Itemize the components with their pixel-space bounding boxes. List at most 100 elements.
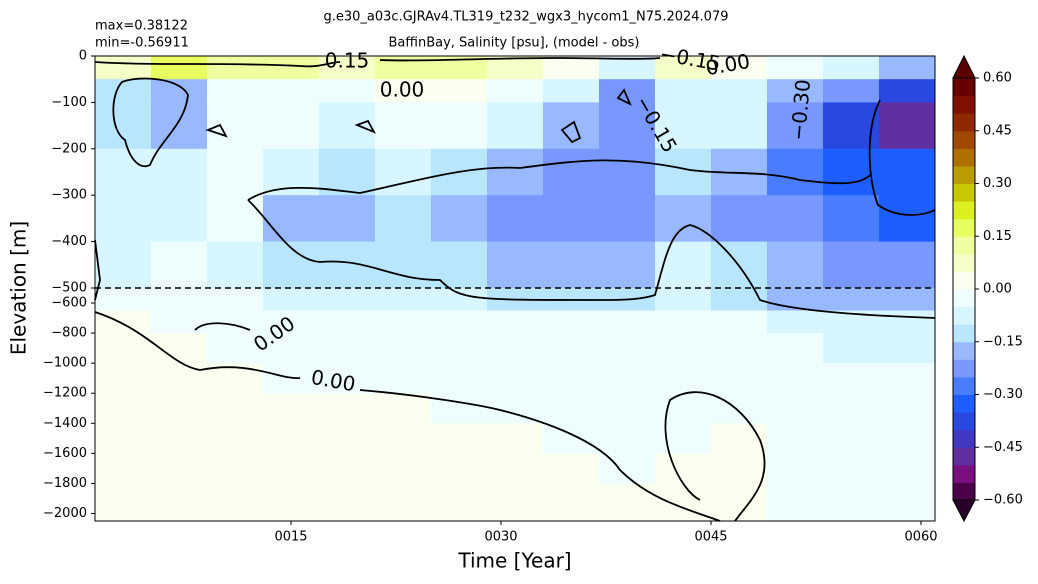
heat-cell — [319, 423, 376, 454]
heat-cell — [655, 195, 712, 243]
heat-cell — [263, 195, 320, 243]
heat-cell — [767, 241, 824, 289]
heat-cell — [543, 423, 600, 454]
heat-cell — [431, 102, 488, 150]
heat-cell — [823, 453, 880, 484]
colorbar-swatch — [953, 464, 975, 483]
heat-cell — [655, 79, 712, 103]
max-text: max=0.38122 — [95, 19, 188, 34]
heat-cell — [207, 393, 264, 424]
heat-cell — [655, 148, 712, 196]
heat-cell — [319, 453, 376, 484]
heat-cell — [823, 79, 880, 103]
y-tick-label: −1600 — [43, 446, 87, 461]
heat-cell — [487, 148, 544, 196]
colorbar-swatch — [953, 183, 975, 202]
heat-cell — [767, 423, 824, 454]
heat-cell — [543, 453, 600, 484]
heat-cell — [543, 483, 600, 522]
colorbar-tick-label: 0.15 — [983, 229, 1012, 244]
heat-cell — [767, 393, 824, 424]
heat-cell — [431, 393, 488, 424]
heat-cell — [487, 483, 544, 522]
heat-cell — [319, 310, 376, 334]
heat-cell — [151, 102, 208, 150]
heat-cell — [431, 453, 488, 484]
heat-cell — [879, 453, 936, 484]
heat-cell — [879, 363, 936, 394]
contour-line — [664, 391, 766, 522]
heat-cell — [375, 148, 432, 196]
heat-cell — [767, 310, 824, 334]
y-tick-label: −1000 — [43, 356, 87, 371]
heat-cell — [375, 102, 432, 150]
heat-cell — [487, 56, 544, 80]
heat-cell — [879, 288, 936, 312]
heat-cell — [151, 423, 208, 454]
heat-cell — [151, 310, 208, 334]
contours — [94, 57, 936, 522]
heat-cell — [711, 56, 768, 80]
heat-cell — [375, 453, 432, 484]
heat-cell — [207, 483, 264, 522]
heat-cell — [319, 288, 376, 312]
heat-cell — [655, 241, 712, 289]
heat-cell — [151, 195, 208, 243]
heat-cell — [711, 333, 768, 364]
heat-cell — [207, 148, 264, 196]
heat-cell — [599, 56, 656, 80]
colorbar-tick-label: −0.15 — [983, 334, 1023, 349]
heat-cell — [823, 195, 880, 243]
heat-cell — [823, 363, 880, 394]
heat-cell — [431, 310, 488, 334]
colorbar-swatch — [953, 447, 975, 466]
heat-cell — [879, 241, 936, 289]
heat-cell — [263, 241, 320, 289]
y-tick-label: −1400 — [43, 416, 87, 431]
heat-cell — [879, 333, 936, 364]
colorbar-under — [952, 499, 976, 523]
y-tick-label: −100 — [51, 95, 87, 110]
colorbar: −0.60 −0.45 −0.30 −0.15 0.00 0.15 0.30 0.45 0.60 — [952, 54, 1023, 523]
heat-cell — [375, 241, 432, 289]
contour-line — [247, 159, 936, 319]
heat-cell — [487, 241, 544, 289]
heat-cell — [151, 288, 208, 312]
contour-line — [94, 239, 101, 301]
heat-cell — [823, 56, 880, 80]
heat-cell — [599, 195, 656, 243]
heat-cell — [711, 79, 768, 103]
heat-cell — [823, 310, 880, 334]
x-tick-label: 0060 — [904, 530, 937, 545]
heat-cell — [319, 102, 376, 150]
heat-cell — [543, 393, 600, 424]
heat-cell — [319, 483, 376, 522]
y-tick-label: −800 — [51, 326, 87, 341]
heat-cell — [375, 79, 432, 103]
heat-cell — [823, 483, 880, 522]
colorbar-swatch — [953, 482, 975, 501]
y-tick-label: 0 — [79, 49, 87, 64]
heat-cell — [655, 393, 712, 424]
heat-cell — [431, 423, 488, 454]
heat-cell — [879, 483, 936, 522]
heat-cell — [767, 483, 824, 522]
heat-cell — [879, 423, 936, 454]
heat-cell — [711, 310, 768, 334]
heat-cell — [711, 363, 768, 394]
heat-cell — [151, 453, 208, 484]
heat-cell — [431, 195, 488, 243]
heat-cell — [655, 363, 712, 394]
heat-cell — [823, 288, 880, 312]
heat-cell — [375, 56, 432, 80]
heat-cell — [95, 148, 152, 196]
heat-cell — [375, 310, 432, 334]
x-tick-label: 0015 — [274, 530, 307, 545]
heat-cell — [711, 288, 768, 312]
heat-cell — [95, 363, 152, 394]
x-tick-label: 0045 — [694, 530, 727, 545]
y-tick-label: −2000 — [43, 506, 87, 521]
colorbar-swatch — [953, 429, 975, 448]
heat-cell — [95, 288, 152, 312]
